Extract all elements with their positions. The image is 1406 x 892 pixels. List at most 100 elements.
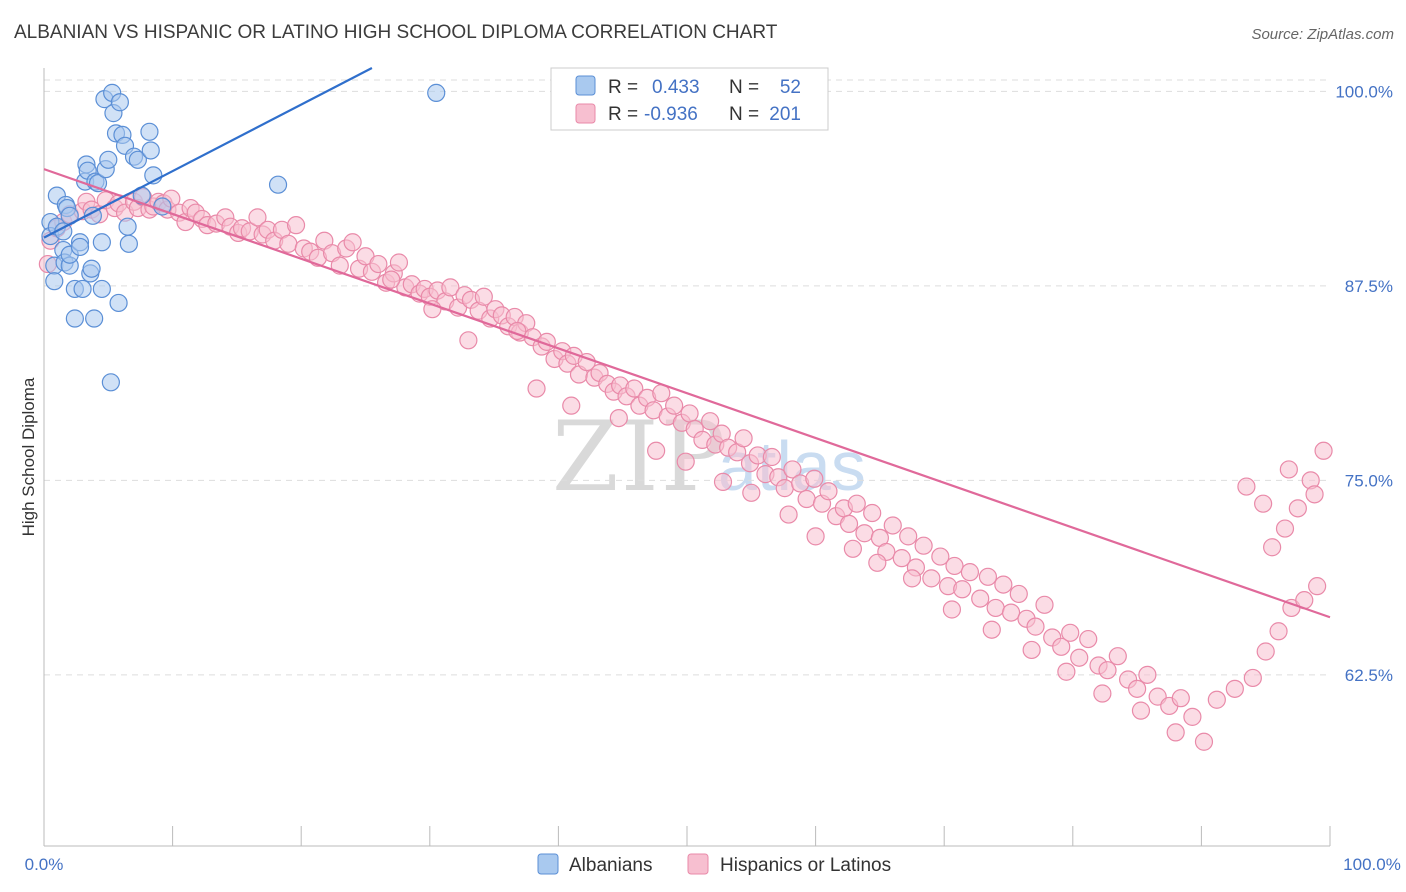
hispanic-point (1256, 642, 1275, 661)
bottom-legend-swatch-hispanics (687, 853, 709, 875)
hispanic-point (382, 270, 401, 289)
hispanic-point (971, 589, 990, 608)
hispanic-point (1279, 460, 1298, 479)
hispanic-point (892, 549, 911, 568)
hispanic-point (839, 514, 859, 534)
hispanic-point (762, 447, 781, 467)
series-albanians (41, 83, 446, 392)
hispanic-point (1263, 538, 1282, 557)
hispanic-point (1207, 690, 1226, 709)
hispanic-point (1171, 689, 1190, 708)
albanian-point (70, 237, 90, 257)
legend-swatch-albanians (575, 75, 596, 96)
hispanic-point (1098, 661, 1117, 680)
hispanic-point (1288, 499, 1307, 518)
albanian-point (65, 309, 84, 328)
hispanic-point (1093, 684, 1112, 703)
legend-r-value-hispanics: -0.936 (644, 104, 698, 125)
y-tick-labels: 100.0% 87.5% 75.0% 62.5% (1335, 82, 1393, 685)
hispanic-point (1108, 647, 1127, 666)
hispanic-point (1243, 668, 1262, 688)
hispanic-point (279, 234, 298, 253)
legend-r-label-hispanics: R = (608, 104, 638, 125)
hispanic-point (819, 482, 838, 501)
albanian-point (101, 373, 120, 392)
albanian-point (110, 93, 129, 112)
chart-title: ALBANIAN VS HISPANIC OR LATINO HIGH SCHO… (14, 22, 778, 43)
y-tick-label: 100.0% (1335, 82, 1393, 101)
hispanic-point (562, 396, 581, 415)
legend-r-label-albanians: R = (608, 77, 638, 98)
hispanic-point (343, 233, 362, 252)
hispanic-point (855, 524, 874, 543)
hispanic-point (1308, 577, 1327, 596)
hispanic-point (1022, 640, 1041, 660)
legend-n-value-albanians: 52 (780, 77, 801, 98)
hispanic-point (982, 620, 1001, 639)
hispanic-point (713, 472, 733, 491)
hispanic-point (625, 379, 644, 398)
legend-swatch-hispanics (575, 103, 596, 124)
hispanic-point (248, 208, 267, 227)
legend-n-label-albanians: N = (729, 77, 759, 98)
hispanic-point (1052, 637, 1071, 656)
hispanic-point (665, 396, 684, 415)
albanian-point (118, 217, 137, 236)
hispanic-point (1079, 629, 1098, 649)
hispanic-point (960, 563, 980, 582)
hispanic-point (863, 503, 882, 523)
hispanic-point (783, 460, 802, 479)
albanian-point (99, 150, 118, 169)
chart-source: Source: ZipAtlas.com (1251, 26, 1394, 43)
hispanic-point (868, 553, 887, 572)
y-tick-label: 87.5% (1345, 277, 1393, 296)
hispanic-point (609, 409, 628, 428)
hispanic-point (1314, 441, 1333, 460)
hispanic-point (1305, 485, 1324, 504)
legend-n-label-hispanics: N = (729, 104, 759, 125)
y-axis-label: High School Diploma (19, 377, 38, 536)
hispanic-point (742, 483, 761, 502)
hispanic-point (1127, 679, 1147, 698)
hispanic-point (931, 547, 950, 566)
albanian-point (109, 293, 128, 313)
hispanic-point (1194, 732, 1214, 751)
hispanic-point (734, 429, 753, 448)
hispanic-point (1275, 519, 1295, 538)
albanian-point (85, 309, 104, 328)
trend-line-albanians (43, 67, 373, 239)
hispanic-point (1026, 617, 1045, 636)
hispanic-point (805, 469, 824, 488)
hispanic-point (1061, 623, 1080, 642)
hispanic-point (806, 527, 825, 546)
hispanic-point (680, 404, 699, 423)
grid-lines (44, 79, 1330, 676)
series-hispanics-or-latinos (38, 188, 1333, 751)
hispanic-point (1269, 622, 1288, 641)
x-tick-marks (43, 826, 1331, 846)
hispanic-point (701, 412, 720, 431)
albanian-point (268, 175, 288, 194)
legend-n-value-hispanics: 201 (769, 104, 801, 125)
hispanic-point (1254, 494, 1273, 513)
hispanic-point (994, 575, 1013, 594)
legend-r-value-albanians: 0.433 (652, 77, 700, 98)
hispanic-point (1131, 701, 1151, 720)
albanian-point (427, 83, 446, 102)
watermark-zip: ZIP (552, 401, 727, 513)
hispanic-point (902, 569, 922, 588)
hispanic-point (779, 505, 798, 524)
hispanic-point (922, 569, 941, 588)
hispanic-point (797, 489, 816, 509)
hispanic-point (441, 278, 460, 297)
hispanic-point (1237, 477, 1256, 496)
albanian-point (45, 272, 64, 291)
legend-box: R = 0.433 N = 52 R = -0.936 N = 201 (550, 67, 829, 131)
hispanic-point (1138, 665, 1157, 684)
hispanic-point (775, 479, 794, 498)
hispanic-point (945, 556, 964, 576)
hispanic-point (953, 580, 972, 599)
hispanic-point (847, 494, 866, 513)
bottom-legend: Albanians Hispanics or Latinos (537, 853, 891, 876)
